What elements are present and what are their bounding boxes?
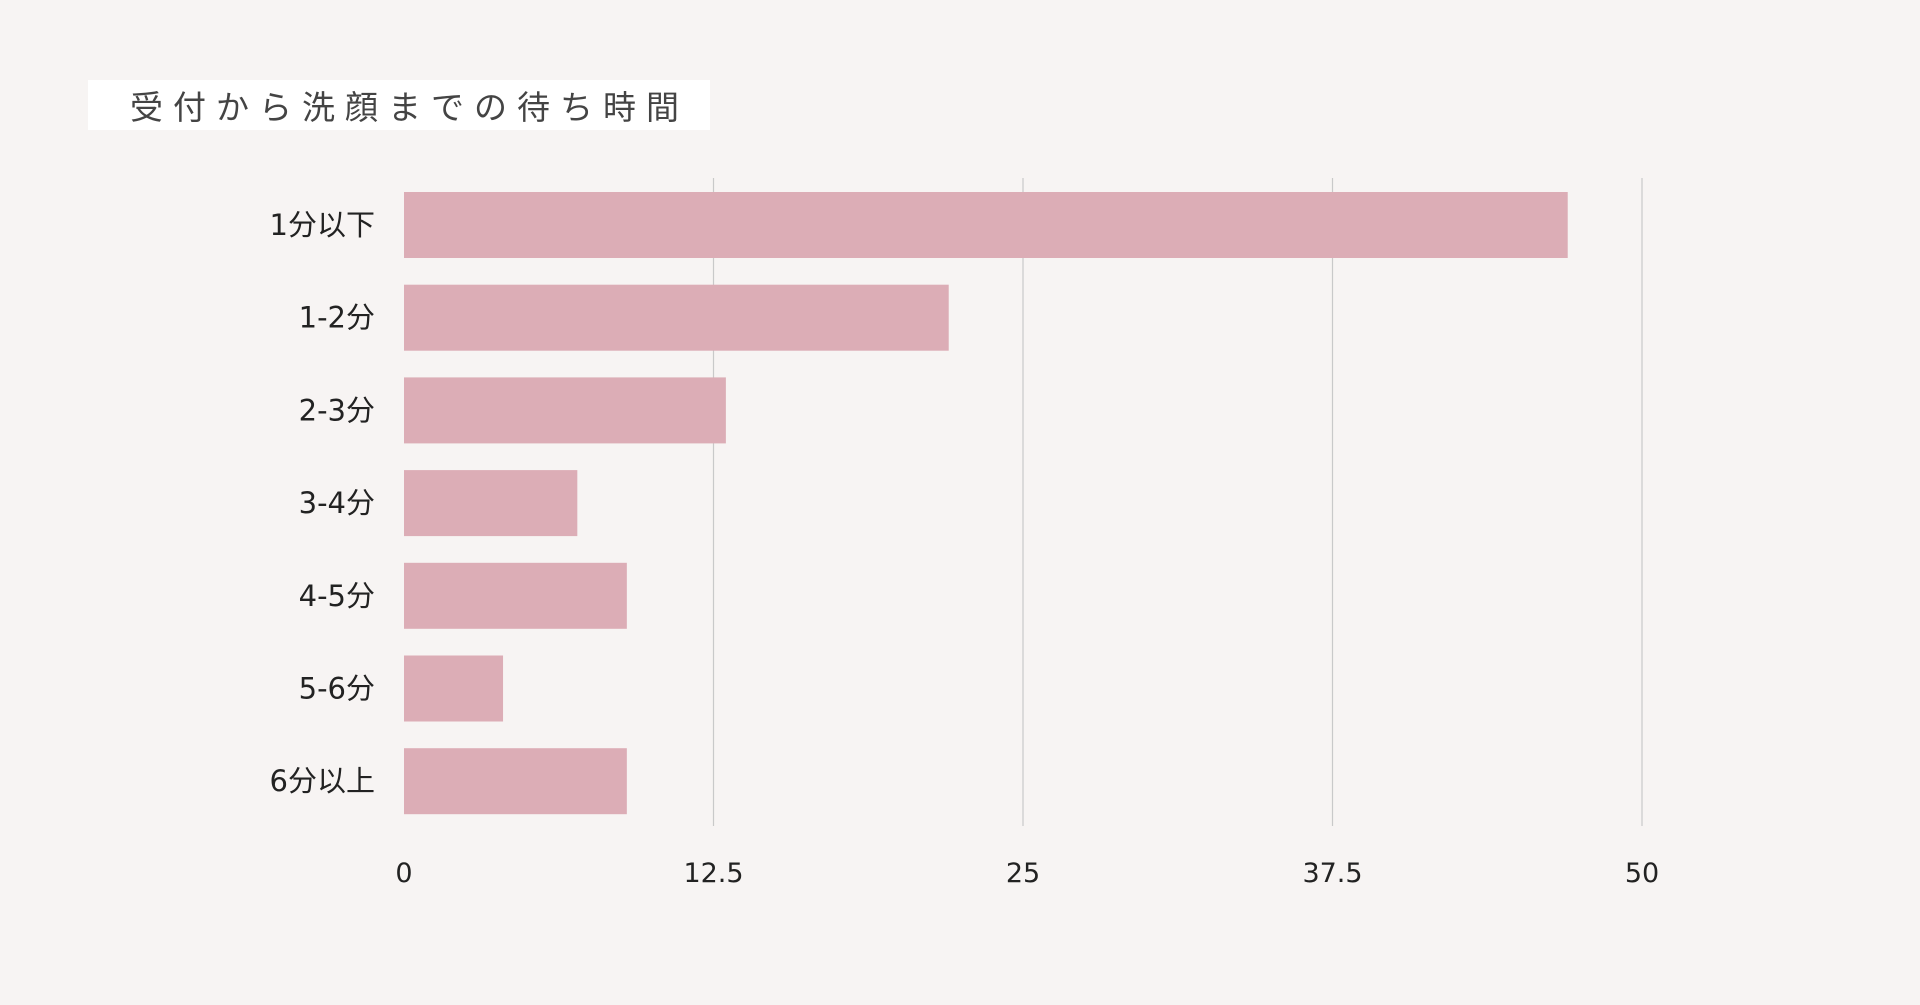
category-label: 6分以上 xyxy=(270,764,375,798)
chart-title-box: 受付から洗顔までの待ち時間 xyxy=(88,80,710,130)
bars xyxy=(404,192,1568,815)
tick-labels: 0 12.5 25 37.5 50 xyxy=(395,858,1659,889)
category-label: 3-4分 xyxy=(299,486,375,520)
grid-lines xyxy=(712,178,1643,826)
category-label: 5-6分 xyxy=(299,672,375,706)
x-tick-label: 0 xyxy=(395,858,412,889)
bar xyxy=(404,284,949,351)
category-label: 2-3分 xyxy=(299,393,375,427)
x-tick-label: 37.5 xyxy=(1302,858,1362,889)
x-tick-label: 12.5 xyxy=(683,858,743,889)
bar xyxy=(404,192,1568,258)
category-label: 1-2分 xyxy=(299,301,375,335)
bar xyxy=(404,377,726,444)
category-label: 4-5分 xyxy=(299,579,375,613)
chart-title: 受付から洗顔までの待ち時間 xyxy=(130,88,689,127)
category-labels: 1分以下 1-2分 2-3分 3-4分 4-5分 5-6分 6分以上 xyxy=(270,208,375,798)
bar xyxy=(404,748,627,815)
x-tick-label: 50 xyxy=(1625,858,1659,889)
bar xyxy=(404,562,627,629)
category-label: 1分以下 xyxy=(270,208,375,242)
x-tick-label: 25 xyxy=(1006,858,1040,889)
bar xyxy=(404,470,578,537)
bar xyxy=(404,655,504,722)
